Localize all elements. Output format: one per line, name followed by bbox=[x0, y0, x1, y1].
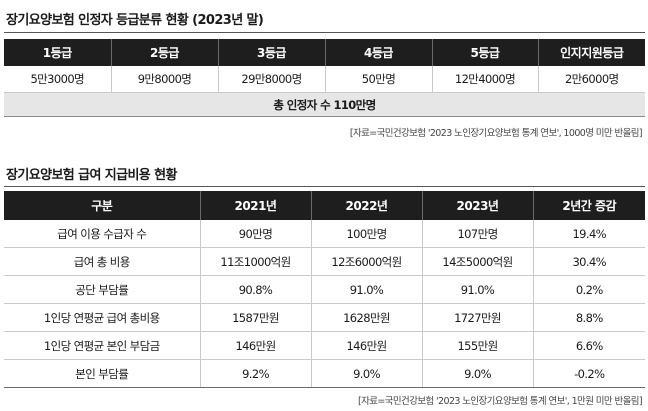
benefit-header: 2023년 bbox=[421, 191, 533, 220]
cell-2023: 9.0% bbox=[421, 359, 533, 388]
cell-change: 6.6% bbox=[532, 331, 645, 360]
row-label: 1인당 연평균 본인 부담금 bbox=[4, 331, 200, 360]
grade-value: 12만4000명 bbox=[431, 66, 538, 93]
section2-title: 장기요양보험 급여 지급비용 현황 bbox=[6, 168, 177, 183]
table-row: 본인 부담률 9.2% 9.0% 9.0% -0.2% bbox=[4, 359, 645, 388]
section2-source: [자료=국민건강보험 '2023 노인장기요양보험 통계 연보', 1만원 미만… bbox=[358, 396, 643, 407]
cell-2023: 91.0% bbox=[421, 275, 533, 304]
row-label: 급여 총 비용 bbox=[4, 247, 200, 276]
cell-change: -0.2% bbox=[532, 359, 645, 388]
grade-header: 1등급 bbox=[4, 39, 111, 66]
total-row: 총 인정자 수 110만명 bbox=[4, 92, 645, 117]
total-recipients: 총 인정자 수 110만명 bbox=[4, 92, 645, 117]
section1-source: [자료=국민건강보험 '2023 노인장기요양보험 통계 연보', 1000명 … bbox=[349, 128, 643, 139]
cell-2021: 90.8% bbox=[199, 275, 311, 304]
grade-value: 2만6000명 bbox=[537, 66, 645, 93]
cell-change: 19.4% bbox=[532, 220, 645, 248]
cell-2021: 146만원 bbox=[199, 331, 311, 360]
cell-2021: 1587만원 bbox=[199, 303, 311, 332]
table-row: 공단 부담률 90.8% 91.0% 91.0% 0.2% bbox=[4, 275, 645, 304]
grade-value: 5만3000명 bbox=[4, 66, 111, 93]
section1-title: 장기요양보험 인정자 등급분류 현황 (2023년 말) bbox=[6, 13, 264, 28]
cell-2022: 1628만원 bbox=[310, 303, 422, 332]
grade-table: 1등급 2등급 3등급 4등급 5등급 인지지원등급 5만3000명 9만800… bbox=[4, 39, 645, 117]
cell-2023: 14조5000억원 bbox=[421, 247, 533, 276]
benefit-header: 2022년 bbox=[310, 191, 422, 220]
benefit-cost-table: 구분 2021년 2022년 2023년 2년간 증감 급여 이용 수급자 수 … bbox=[4, 191, 645, 388]
cell-2023: 107만명 bbox=[421, 220, 533, 248]
cell-2023: 155만원 bbox=[421, 331, 533, 360]
benefit-header: 2년간 증감 bbox=[532, 191, 645, 220]
section1-top-rule bbox=[4, 32, 645, 33]
cell-2022: 9.0% bbox=[310, 359, 422, 388]
row-label: 1인당 연평균 급여 총비용 bbox=[4, 303, 200, 332]
grade-value: 29만8000명 bbox=[217, 66, 325, 93]
cell-change: 8.8% bbox=[532, 303, 645, 332]
table-row: 급여 총 비용 11조1000억원 12조6000억원 14조5000억원 30… bbox=[4, 247, 645, 276]
cell-2021: 9.2% bbox=[199, 359, 311, 388]
grade-header: 인지지원등급 bbox=[537, 39, 645, 66]
section2-top-rule bbox=[4, 186, 645, 187]
benefit-header-row: 구분 2021년 2022년 2023년 2년간 증감 bbox=[4, 191, 645, 220]
grade-header: 3등급 bbox=[217, 39, 325, 66]
cell-2021: 11조1000억원 bbox=[199, 247, 311, 276]
cell-change: 30.4% bbox=[532, 247, 645, 276]
grade-header: 2등급 bbox=[110, 39, 218, 66]
cell-2023: 1727만원 bbox=[421, 303, 533, 332]
benefit-header: 2021년 bbox=[199, 191, 311, 220]
cell-2022: 91.0% bbox=[310, 275, 422, 304]
cell-change: 0.2% bbox=[532, 275, 645, 304]
table-row: 급여 이용 수급자 수 90만명 100만명 107만명 19.4% bbox=[4, 220, 645, 248]
row-label: 공단 부담률 bbox=[4, 275, 200, 304]
benefit-header: 구분 bbox=[4, 191, 200, 220]
grade-value-row: 5만3000명 9만8000명 29만8000명 50만명 12만4000명 2… bbox=[4, 66, 645, 93]
grade-value: 9만8000명 bbox=[110, 66, 218, 93]
cell-2022: 146만원 bbox=[310, 331, 422, 360]
table-row: 1인당 연평균 급여 총비용 1587만원 1628만원 1727만원 8.8% bbox=[4, 303, 645, 332]
table-row: 1인당 연평균 본인 부담금 146만원 146만원 155만원 6.6% bbox=[4, 331, 645, 360]
grade-header: 4등급 bbox=[324, 39, 432, 66]
cell-2022: 12조6000억원 bbox=[310, 247, 422, 276]
grade-header-row: 1등급 2등급 3등급 4등급 5등급 인지지원등급 bbox=[4, 39, 645, 66]
cell-2021: 90만명 bbox=[199, 220, 311, 248]
cell-2022: 100만명 bbox=[310, 220, 422, 248]
row-label: 급여 이용 수급자 수 bbox=[4, 220, 200, 248]
grade-header: 5등급 bbox=[431, 39, 538, 66]
row-label: 본인 부담률 bbox=[4, 359, 200, 388]
grade-value: 50만명 bbox=[324, 66, 432, 93]
